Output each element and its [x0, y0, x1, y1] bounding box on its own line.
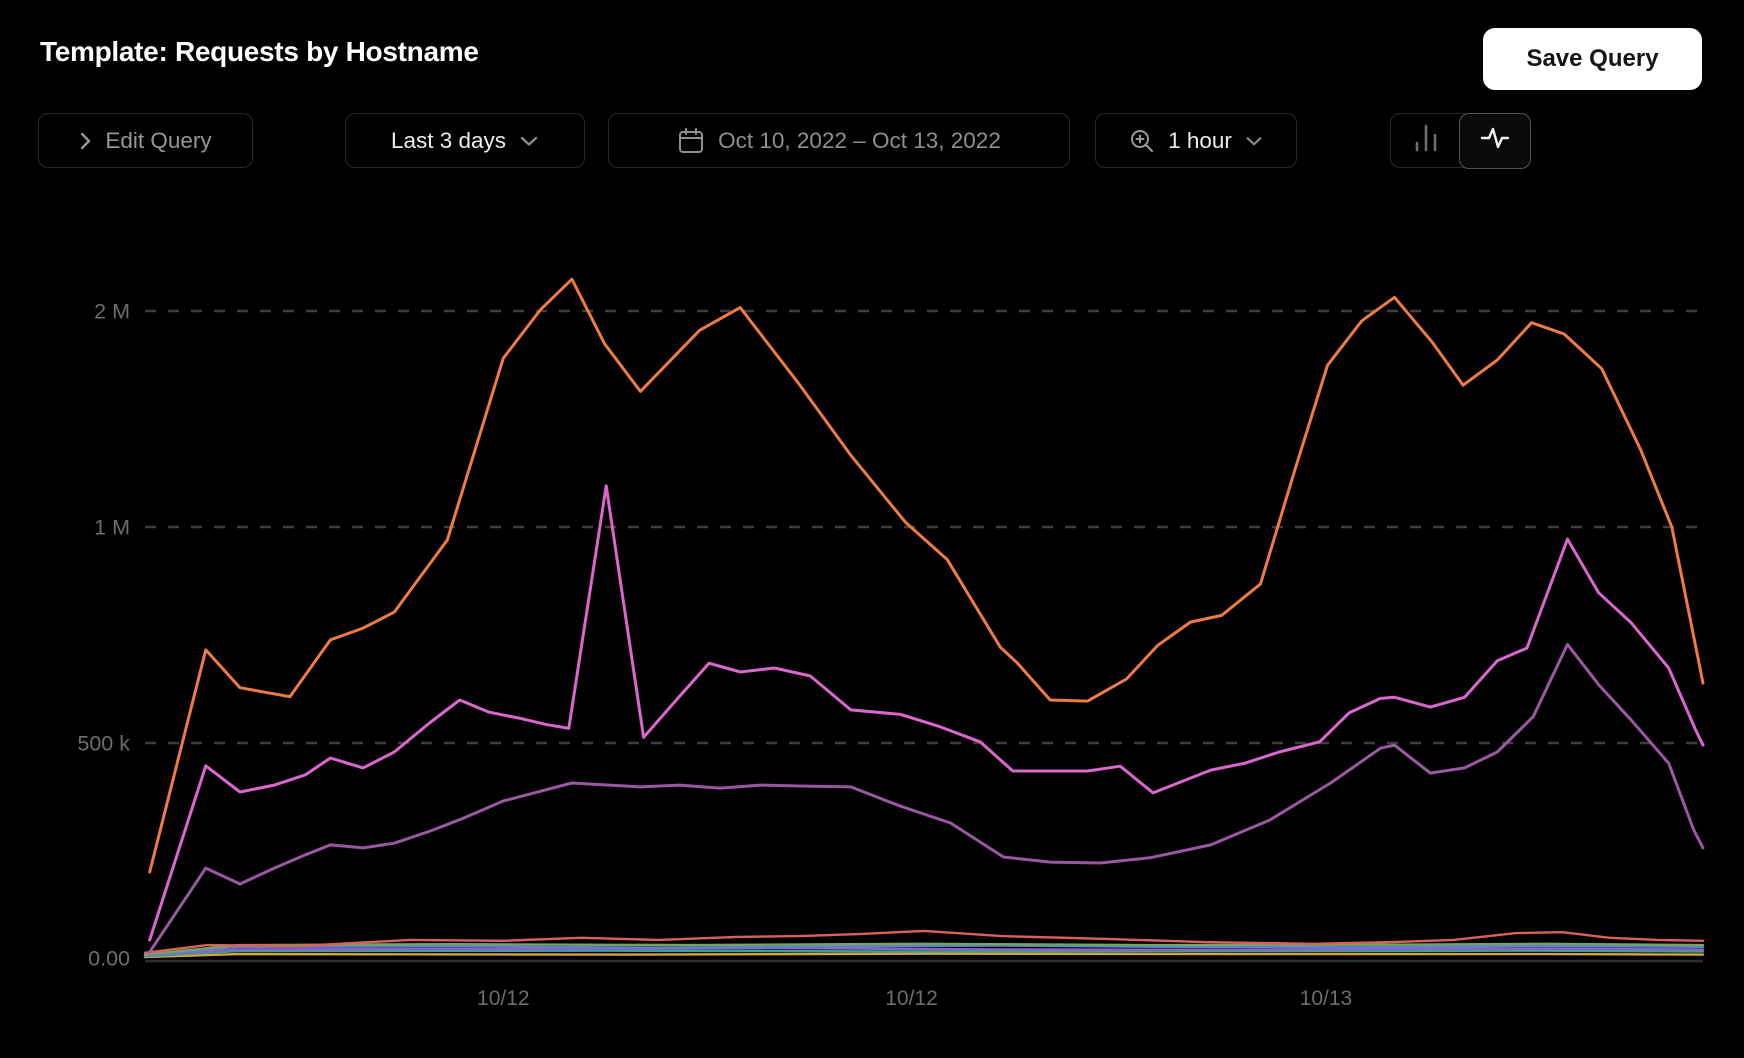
y-axis-tick-label: 500 k	[77, 732, 130, 756]
time-range-dropdown[interactable]: Last 3 days	[345, 113, 585, 168]
save-query-button[interactable]: Save Query	[1483, 28, 1702, 90]
zoom-in-icon	[1129, 128, 1155, 154]
y-axis-tick-label: 0.00	[88, 947, 130, 971]
y-axis-tick-label: 1 M	[94, 516, 130, 540]
line-chart-icon	[1480, 125, 1510, 156]
y-axis-tick-label: 2 M	[94, 300, 130, 324]
series-line-hostname-6	[143, 944, 1705, 957]
series-line-hostname-8	[143, 949, 1705, 958]
date-range-button[interactable]: Oct 10, 2022 – Oct 13, 2022	[608, 113, 1070, 168]
x-axis-tick-label: 10/12	[885, 987, 938, 1010]
date-range-label: Oct 10, 2022 – Oct 13, 2022	[718, 127, 1001, 153]
page-title: Template: Requests by Hostname	[40, 36, 479, 67]
x-axis-tick-label: 10/12	[477, 987, 530, 1010]
chart-type-bar-button[interactable]	[1391, 114, 1461, 167]
series-line-hostname-1	[148, 277, 1705, 874]
chevron-down-icon	[519, 135, 539, 147]
granularity-label: 1 hour	[1168, 127, 1232, 153]
chevron-down-icon	[1245, 135, 1263, 147]
series-line-hostname-3	[148, 642, 1705, 954]
series-line-hostname-4	[143, 929, 1705, 954]
granularity-dropdown[interactable]: 1 hour	[1095, 113, 1297, 168]
chevron-right-icon	[79, 131, 92, 151]
x-axis-tick-label: 10/13	[1300, 987, 1353, 1010]
chart-type-line-button[interactable]	[1459, 112, 1531, 169]
time-range-label: Last 3 days	[390, 127, 507, 153]
series-line-hostname-2	[148, 484, 1705, 942]
edit-query-button[interactable]: Edit Query	[38, 113, 253, 168]
series-line-hostname-9	[143, 952, 1705, 959]
chart-type-toggle	[1390, 112, 1531, 169]
edit-query-label: Edit Query	[105, 127, 212, 153]
calendar-icon	[677, 127, 705, 155]
bar-chart-icon	[1413, 123, 1439, 158]
series-line-hostname-7	[143, 946, 1705, 958]
